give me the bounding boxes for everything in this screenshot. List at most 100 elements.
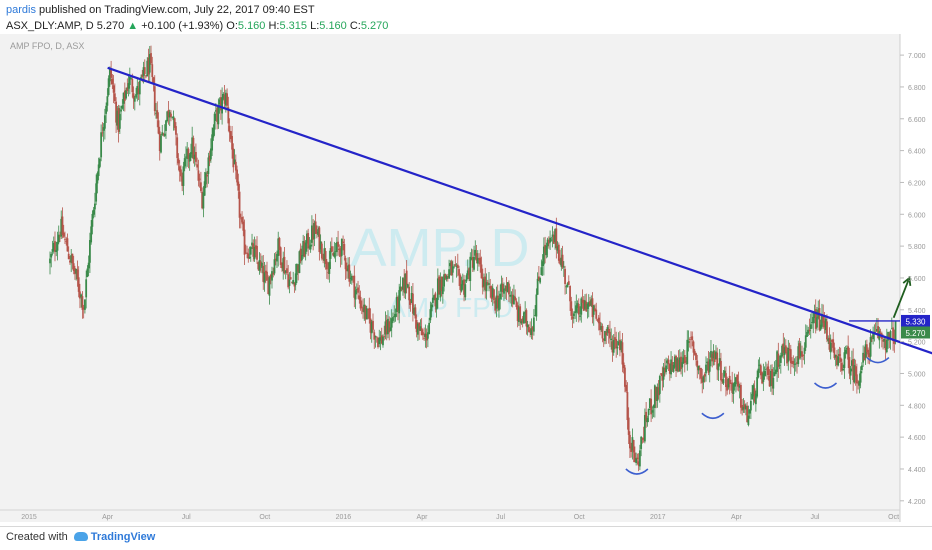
tradingview-brand-link[interactable]: TradingView xyxy=(90,531,156,543)
candle-body xyxy=(640,436,643,449)
candle-body xyxy=(224,92,227,106)
candle-body xyxy=(872,331,874,340)
candle-body xyxy=(656,387,659,402)
candle-body xyxy=(721,379,724,382)
candle-body xyxy=(279,247,282,265)
candle-body xyxy=(726,384,729,391)
candle-body xyxy=(49,258,51,264)
candle-body xyxy=(723,370,726,377)
candle-body xyxy=(304,242,307,255)
candle-body xyxy=(313,223,316,239)
candle-body xyxy=(108,67,111,82)
candle-body xyxy=(317,229,320,236)
candle-body xyxy=(173,118,176,128)
candle-body xyxy=(257,262,260,270)
candle-body xyxy=(85,279,88,298)
candle-body xyxy=(722,379,725,384)
candle-body xyxy=(117,108,120,132)
candle-body xyxy=(847,346,850,360)
candle-body xyxy=(120,109,122,112)
candle-body xyxy=(720,360,722,381)
candle-body xyxy=(667,359,670,365)
candle-body xyxy=(801,351,803,357)
candle-body xyxy=(627,417,630,435)
candle-body xyxy=(91,213,94,227)
candle-body xyxy=(859,371,862,383)
candle-body xyxy=(50,253,53,258)
candle-body xyxy=(652,405,655,408)
candle-body xyxy=(474,249,477,256)
candle-body xyxy=(399,286,402,292)
candle-body xyxy=(218,99,221,105)
candle-body xyxy=(494,300,497,311)
candle-body xyxy=(626,392,629,421)
candle-body xyxy=(680,356,682,370)
candle-body xyxy=(66,238,69,252)
candle-body xyxy=(202,192,205,209)
candle-body xyxy=(141,74,144,77)
candle-body xyxy=(738,385,741,388)
candle-body xyxy=(754,393,757,405)
price-chart[interactable]: AMP FPO, D, ASX AMP, D AMP FPO 7.0006.80… xyxy=(0,34,932,526)
candle-body xyxy=(204,172,207,185)
price-tick-label: 4.800 xyxy=(908,403,926,410)
candle-body xyxy=(862,352,865,363)
candle-body xyxy=(742,406,745,410)
candle-body xyxy=(832,339,835,348)
candle-body xyxy=(246,252,248,254)
candle-body xyxy=(247,253,250,259)
candle-body xyxy=(490,286,493,299)
candle-body xyxy=(503,288,505,294)
candle-body xyxy=(272,272,275,275)
candle-body xyxy=(768,375,771,387)
candle-body xyxy=(668,363,671,374)
candle-body xyxy=(794,363,797,365)
candle-body xyxy=(584,300,586,309)
price-tick-label: 4.200 xyxy=(908,499,926,506)
candle-body xyxy=(776,351,778,372)
candle-body xyxy=(62,232,65,237)
candle-body xyxy=(885,339,888,353)
price-tick-label: 6.600 xyxy=(908,117,926,124)
candle-body xyxy=(850,360,853,366)
candle-body xyxy=(152,77,155,85)
candle-body xyxy=(384,321,387,335)
candle-body xyxy=(166,111,169,122)
candle-body xyxy=(395,296,398,313)
candle-body xyxy=(96,172,99,184)
author-link[interactable]: pardis xyxy=(6,4,36,16)
candle-body xyxy=(330,246,333,252)
candle-body xyxy=(793,363,796,365)
candle-body xyxy=(344,257,347,270)
candle-body xyxy=(675,355,677,372)
price-tick-label: 4.600 xyxy=(908,435,926,442)
candle-body xyxy=(187,148,190,159)
candle-body xyxy=(582,299,585,311)
candle-body xyxy=(786,352,788,364)
candle-body xyxy=(413,308,416,316)
candle-body xyxy=(293,282,296,287)
candle-body xyxy=(814,309,817,329)
candle-body xyxy=(569,285,571,302)
candle-body xyxy=(606,327,609,333)
candle-body xyxy=(398,290,401,314)
candle-body xyxy=(93,203,96,210)
candle-body xyxy=(281,262,283,269)
candle-body xyxy=(651,410,654,413)
candle-body xyxy=(576,303,579,308)
candle-body xyxy=(757,368,760,378)
candle-body xyxy=(92,209,95,215)
candle-body xyxy=(707,361,710,373)
candle-body xyxy=(463,279,465,295)
chart-area[interactable]: AMP FPO, D, ASX AMP, D AMP FPO 7.000 6.80… xyxy=(0,34,932,526)
candle-body xyxy=(658,376,661,394)
candle-body xyxy=(789,349,792,364)
candle-body xyxy=(71,253,74,264)
candle-body xyxy=(804,335,807,348)
candle-body xyxy=(554,229,556,242)
candle-body xyxy=(784,345,787,353)
candle-body xyxy=(611,341,614,353)
candle-body xyxy=(181,176,184,186)
candle-body xyxy=(343,244,346,255)
candle-body xyxy=(828,337,831,350)
